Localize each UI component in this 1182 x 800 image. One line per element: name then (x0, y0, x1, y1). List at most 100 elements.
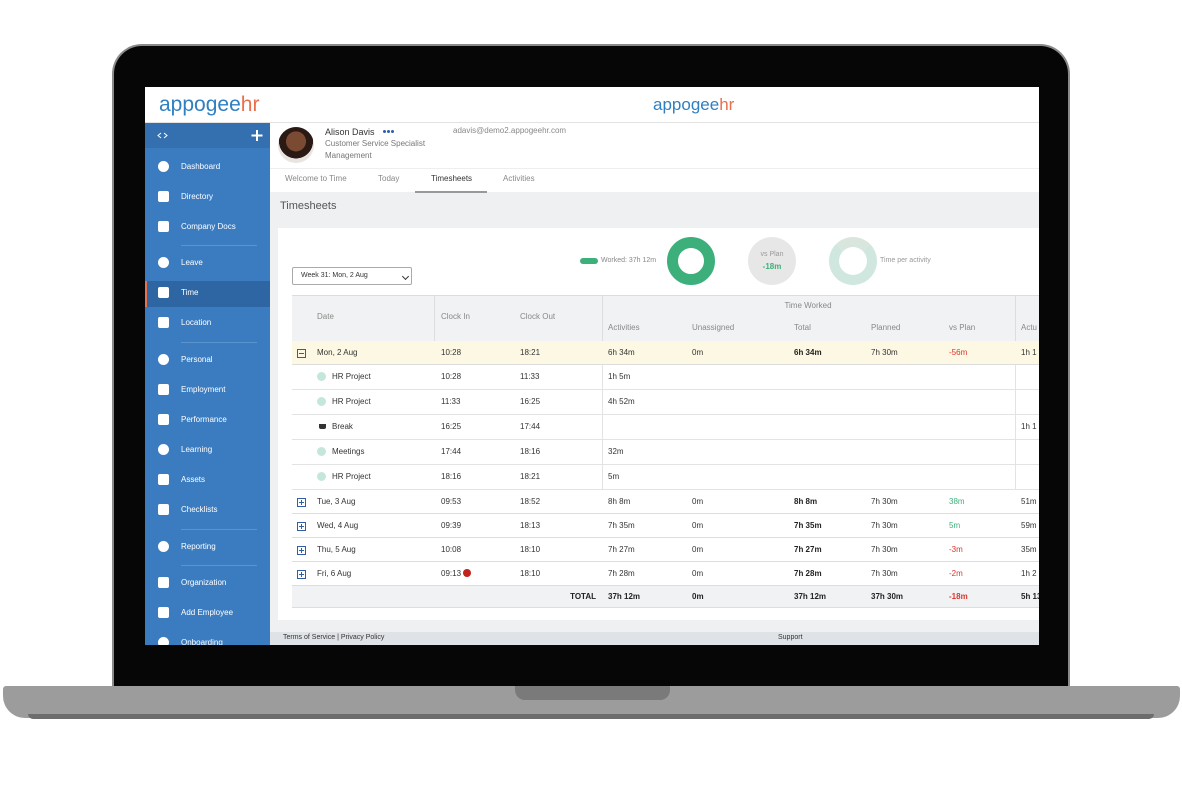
tab[interactable]: Welcome to Time (285, 174, 347, 183)
sidebar-item[interactable]: Organization (181, 578, 227, 587)
sidebar-separator (181, 529, 257, 530)
cell-vs-plan: -2m (949, 569, 963, 578)
sidebar-icon (158, 384, 169, 395)
logo-accent: hr (240, 93, 260, 117)
cell-date: Fri, 6 Aug (317, 569, 352, 578)
laptop-base-shadow (28, 714, 1154, 719)
expand-toggle[interactable] (297, 349, 306, 358)
column-header: Actu (1021, 323, 1038, 332)
sidebar-item[interactable]: Personal (181, 355, 213, 364)
entry-name: HR Project (332, 397, 371, 406)
cell-planned: 7h 30m (871, 545, 898, 554)
cell-planned: 7h 30m (871, 521, 898, 530)
tab[interactable]: Timesheets (431, 174, 473, 183)
header-bar (145, 87, 1039, 123)
cell-date: Tue, 3 Aug (317, 497, 356, 506)
worked-donut (667, 237, 715, 285)
day-row[interactable] (292, 562, 1039, 586)
sidebar-icon (158, 191, 169, 202)
sidebar-item[interactable]: Employment (181, 385, 226, 394)
select-caret (401, 272, 410, 281)
sidebar-separator (181, 245, 257, 246)
tabs-divider (270, 168, 1039, 169)
cell-actual: 35m (1021, 545, 1037, 554)
day-row[interactable] (292, 490, 1039, 514)
sidebar-item[interactable]: Directory (181, 192, 214, 201)
total-vs-plan: -18m (949, 592, 968, 601)
column-header: Planned (871, 323, 901, 332)
cell-unassigned: 0m (692, 497, 704, 506)
sidebar-item[interactable]: Onboarding (181, 638, 223, 645)
cell-actual: 1h 2 (1021, 569, 1037, 578)
cell-total: 8h 8m (794, 497, 818, 506)
entry-row (292, 390, 1039, 415)
column-divider (602, 295, 603, 341)
day-row[interactable] (292, 514, 1039, 538)
tab[interactable]: Activities (503, 174, 535, 183)
footer-support[interactable]: Support (778, 634, 803, 641)
sidebar-item[interactable]: Company Docs (181, 222, 236, 231)
expand-toggle[interactable] (297, 570, 306, 579)
cell-actual: 51m (1021, 497, 1037, 506)
week-select[interactable]: Week 31: Mon, 2 Aug (292, 267, 412, 285)
sidebar-controls[interactable] (145, 123, 270, 148)
sidebar-separator (181, 565, 257, 566)
toggle-v (301, 572, 302, 577)
total-unassigned: 0m (692, 592, 704, 601)
cell-activities: 5m (608, 472, 620, 481)
entry-divider (602, 440, 603, 465)
expand-toggle[interactable] (297, 546, 306, 555)
entry-row (292, 440, 1039, 465)
entry-divider (1015, 465, 1016, 490)
profile-name: Alison Davis (325, 127, 375, 137)
sidebar-icon (158, 504, 169, 515)
sidebar-item[interactable]: Time (181, 288, 199, 297)
sidebar-item[interactable]: Location (181, 318, 212, 327)
cell-planned: 7h 30m (871, 569, 898, 578)
footer-links[interactable]: Terms of Service | Privacy Policy (283, 634, 385, 641)
cell-clock-out: 18:16 (520, 447, 541, 456)
cell-clock-in: 10:28 (441, 348, 462, 357)
profile-bar (270, 123, 1039, 192)
cell-unassigned: 0m (692, 545, 704, 554)
cell-clock-out: 18:52 (520, 497, 541, 506)
sidebar-icon (158, 287, 169, 298)
day-row[interactable] (292, 341, 1039, 365)
sidebar-item[interactable]: Add Employee (181, 608, 234, 617)
activity-dot (317, 397, 326, 406)
column-header: Total (794, 323, 811, 332)
column-header: Clock In (441, 312, 470, 321)
cell-vs-plan: -56m (949, 348, 968, 357)
cell-actual: 1h 1 (1021, 422, 1037, 431)
activity-label: Time per activity (880, 257, 931, 264)
sidebar-item[interactable]: Leave (181, 258, 203, 267)
sidebar-icon (158, 444, 169, 455)
expand-toggle[interactable] (297, 498, 306, 507)
cell-clock-in: 11:33 (441, 397, 461, 406)
cell-date: Mon, 2 Aug (317, 348, 358, 357)
cell-total: 7h 35m (794, 521, 822, 530)
expand-toggle[interactable] (297, 522, 306, 531)
sidebar-item[interactable]: Performance (181, 415, 227, 424)
sidebar-item[interactable]: Learning (181, 445, 213, 454)
sidebar-item[interactable]: Checklists (181, 505, 218, 514)
cell-date: Thu, 5 Aug (317, 545, 356, 554)
logo-accent: hr (719, 94, 735, 114)
warning-icon (463, 569, 471, 577)
cell-vs-plan: 38m (949, 497, 965, 506)
cell-actual: 59m (1021, 521, 1037, 530)
sidebar-top (145, 123, 270, 148)
day-row[interactable] (292, 538, 1039, 562)
sidebar-item[interactable]: Assets (181, 475, 206, 484)
sidebar-item[interactable]: Reporting (181, 542, 216, 551)
sidebar-item[interactable]: Dashboard (181, 162, 221, 171)
cell-planned: 7h 30m (871, 497, 898, 506)
more-dot (391, 130, 394, 133)
cell-actual: 1h 1 (1021, 348, 1037, 357)
column-divider (1015, 295, 1016, 341)
more-dot (383, 130, 386, 133)
entry-row (292, 365, 1039, 390)
tab[interactable]: Today (378, 174, 400, 183)
cell-activities: 7h 27m (608, 545, 635, 554)
